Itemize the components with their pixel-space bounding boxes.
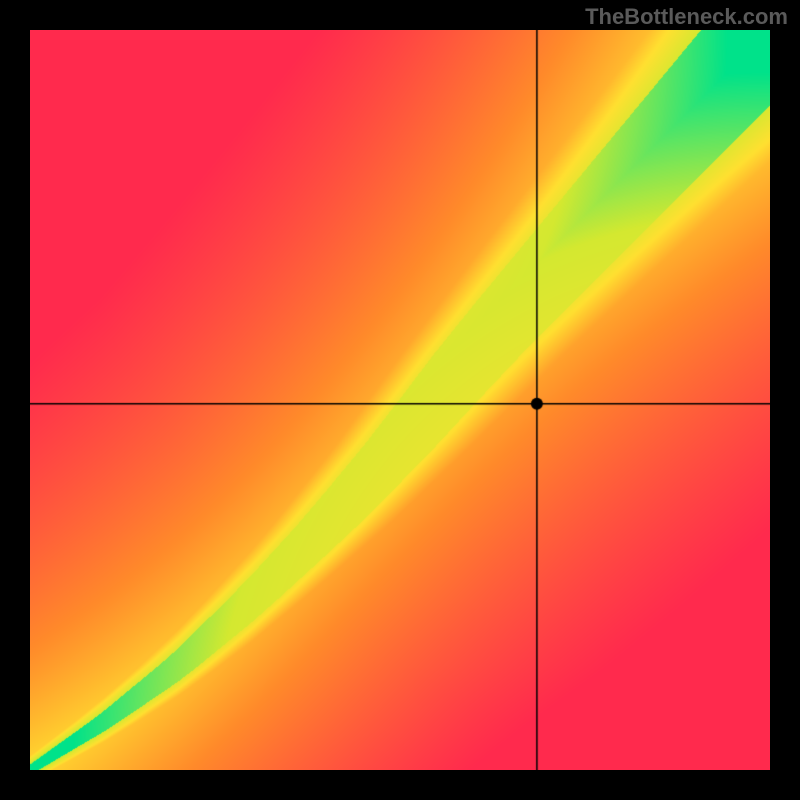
chart-container: TheBottleneck.com — [0, 0, 800, 800]
attribution-text: TheBottleneck.com — [585, 4, 788, 30]
heatmap-plot — [30, 30, 770, 770]
heatmap-canvas — [30, 30, 770, 770]
